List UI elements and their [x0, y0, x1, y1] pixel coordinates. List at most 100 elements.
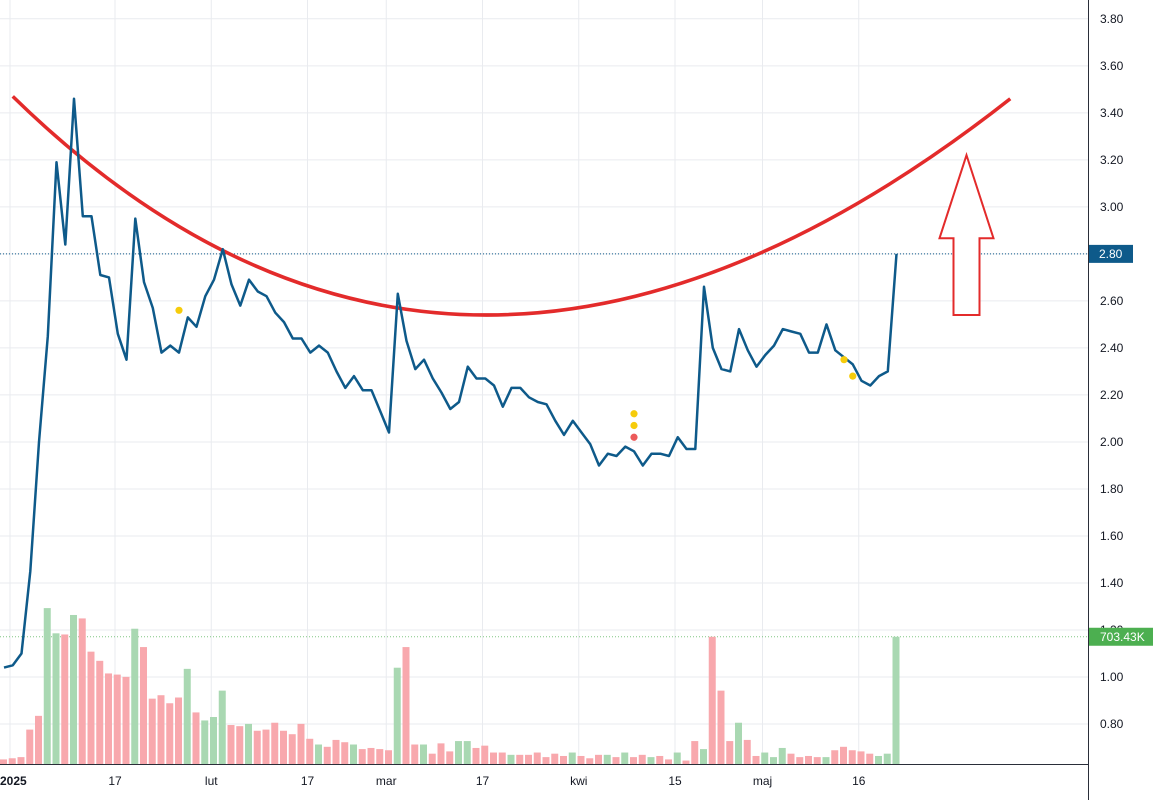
- volume-bar: [761, 752, 769, 764]
- x-tick-label: 15: [668, 774, 682, 788]
- volume-bar: [805, 755, 812, 764]
- volume-bar: [253, 730, 261, 764]
- volume-bar: [612, 757, 620, 764]
- volume-bar: [481, 745, 489, 764]
- volume-bar: [315, 744, 322, 764]
- volume-bar: [183, 668, 191, 764]
- volume-bar: [647, 757, 655, 764]
- x-tick-label: lut: [205, 774, 218, 788]
- volume-bar: [735, 722, 742, 764]
- volume-bar: [498, 752, 506, 764]
- volume-bar: [323, 746, 331, 764]
- volume-bar: [446, 751, 454, 764]
- y-tick-label: 3.60: [1100, 59, 1124, 73]
- volume-bar: [770, 757, 777, 764]
- volume-bar: [402, 647, 410, 764]
- volume-bar: [700, 749, 707, 764]
- signal-dot: [840, 356, 848, 364]
- axes: 3.80 3.60 3.40 3.20 3.00 2.80 2.60 2.40 2.20 2.00…: [0, 0, 1124, 800]
- volume-bars: [0, 608, 900, 764]
- signal-dots: [175, 306, 857, 441]
- volume-bar: [411, 744, 419, 764]
- volume-bar: [166, 703, 174, 764]
- last-price-badge: [1089, 244, 1133, 263]
- signal-dot: [849, 372, 857, 380]
- volume-bar: [43, 608, 51, 764]
- x-tick-label: mar: [376, 774, 397, 788]
- volume-bar: [236, 726, 244, 764]
- volume-bar: [280, 730, 287, 764]
- volume-bar: [875, 755, 882, 764]
- y-tick-label: 1.00: [1100, 670, 1124, 684]
- volume-bar: [743, 739, 751, 764]
- volume-bar: [0, 759, 7, 764]
- price-line-group: [3, 97, 898, 669]
- volume-bar: [306, 738, 314, 764]
- volume-bar: [218, 690, 226, 764]
- volume-bar: [332, 739, 340, 764]
- volume-bar: [507, 754, 515, 764]
- volume-bar: [603, 754, 611, 764]
- signal-dot: [630, 421, 638, 430]
- volume-bar: [472, 747, 480, 764]
- volume-bar: [358, 749, 366, 764]
- volume-bar: [568, 752, 576, 764]
- volume-bar: [17, 757, 25, 764]
- y-tick-label: 3.00: [1100, 200, 1124, 214]
- volume-bar: [691, 741, 699, 764]
- x-tick-label: 2025: [0, 774, 27, 788]
- volume-bar: [822, 757, 830, 764]
- x-tick-label: kwi: [570, 774, 587, 788]
- volume-bar: [778, 747, 786, 764]
- volume-bar: [621, 752, 629, 764]
- volume-bar: [595, 754, 602, 764]
- volume-bar: [796, 757, 804, 764]
- y-tick-label: 3.20: [1100, 153, 1124, 167]
- volume-bar: [560, 755, 567, 764]
- volume-bar: [393, 667, 401, 764]
- y-tick-label: 1.80: [1100, 482, 1124, 496]
- volume-bar: [96, 660, 104, 764]
- trend-curve: [11, 95, 1012, 317]
- volume-bar: [665, 759, 672, 764]
- volume-bar: [682, 760, 690, 764]
- volume-bar: [752, 755, 760, 764]
- volume-bar: [105, 673, 112, 764]
- signal-dot: [175, 306, 183, 314]
- volume-bar: [297, 723, 305, 764]
- volume-bar: [350, 744, 357, 764]
- volume-bar: [192, 712, 200, 764]
- volume-bar: [787, 753, 795, 764]
- grid-lines: [0, 0, 1088, 764]
- volume-bar: [516, 754, 524, 764]
- volume-bar: [35, 715, 42, 764]
- volume-bar: [831, 750, 839, 764]
- last-volume-badge: [1089, 627, 1153, 646]
- volume-bar: [437, 743, 445, 764]
- volume-bar: [245, 723, 252, 764]
- volume-bar: [420, 744, 427, 764]
- volume-bar: [490, 752, 497, 764]
- volume-bar: [857, 751, 865, 764]
- volume-bar: [148, 698, 156, 764]
- volume-bar: [630, 757, 637, 764]
- last-volume-label: 703.43K: [1100, 630, 1145, 644]
- volume-bar: [385, 750, 392, 764]
- volume-bar: [376, 749, 384, 764]
- volume-bar: [708, 636, 716, 764]
- volume-bar: [656, 755, 664, 764]
- x-tick-label: 17: [476, 774, 490, 788]
- volume-bar: [262, 729, 270, 764]
- y-tick-label: 2.40: [1100, 341, 1124, 355]
- volume-bar: [533, 752, 541, 764]
- last-price-label: 2.80: [1099, 247, 1123, 261]
- x-tick-label: 16: [852, 774, 866, 788]
- volume-bar: [525, 754, 532, 764]
- volume-bar: [455, 741, 462, 764]
- volume-bar: [201, 720, 209, 764]
- volume-bar: [892, 636, 900, 764]
- volume-bar: [428, 753, 436, 764]
- volume-bar: [866, 753, 874, 764]
- volume-bar: [848, 750, 856, 764]
